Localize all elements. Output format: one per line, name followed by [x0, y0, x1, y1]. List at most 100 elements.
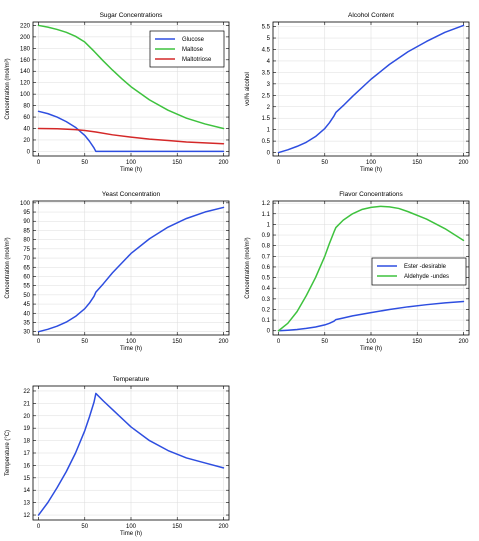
y-tick-label: 85 [23, 228, 30, 234]
series-line-aldehyde-undes [277, 205, 465, 332]
y-tick-label: 35 [23, 320, 30, 326]
chart-title: Alcohol Content [348, 12, 394, 19]
y-tick-label: 90 [23, 219, 30, 225]
x-tick-label: 0 [37, 160, 41, 166]
y-tick-label: 55 [23, 284, 30, 290]
legend: Glucose Maltose Maltotriose [149, 30, 225, 68]
y-tick-label: 15 [23, 476, 30, 482]
y-tick-label: 0.5 [262, 276, 271, 282]
chart-title: Temperature [113, 376, 150, 383]
y-tick-label: 120 [20, 81, 31, 87]
y-tick-label: 40 [23, 311, 30, 317]
y-tick-label: 40 [23, 127, 30, 133]
y-tick-label: 95 [23, 210, 30, 216]
x-axis-label: Time (h) [360, 346, 382, 352]
x-tick-label: 50 [81, 160, 88, 166]
y-tick-label: 0.3 [262, 297, 271, 303]
legend-entry: Maltotriose [182, 57, 212, 63]
chart-title: Flavor Concentrations [339, 191, 403, 198]
panel-flavor-concentrations: Flavor Concentrations d 05010015020000.1… [245, 191, 470, 352]
series-line-1 [37, 206, 225, 333]
y-tick-label: 2 [267, 105, 271, 111]
y-tick-label: 70 [23, 256, 30, 262]
y-axis-label: vol% alcohol [245, 72, 251, 106]
series-line-glucose [37, 110, 225, 153]
y-tick-label: 80 [23, 238, 30, 244]
legend-entry: Ester -desirable [404, 264, 447, 270]
y-tick-label: 0.6 [262, 265, 271, 271]
x-tick-label: 100 [366, 160, 377, 166]
y-tick-label: 1 [267, 128, 271, 134]
y-tick-label: 100 [20, 92, 31, 98]
y-tick-label: 2.5 [262, 93, 271, 99]
y-tick-label: 200 [20, 35, 31, 41]
y-tick-label: 17 [23, 451, 30, 457]
y-tick-label: 65 [23, 265, 30, 271]
x-tick-label: 100 [126, 160, 137, 166]
y-tick-label: 16 [23, 463, 30, 469]
x-tick-label: 150 [172, 339, 183, 345]
series-line-1 [37, 392, 225, 516]
series-lines [37, 206, 225, 333]
y-tick-label: 1.2 [262, 201, 271, 207]
y-tick-label: 14 [23, 488, 30, 494]
y-tick-label: 0.8 [262, 244, 271, 250]
y-tick-label: 3.5 [262, 70, 271, 76]
y-tick-label: 30 [23, 330, 30, 336]
x-tick-label: 150 [412, 160, 423, 166]
x-tick-label: 150 [172, 524, 183, 530]
x-tick-label: 50 [81, 339, 88, 345]
y-tick-label: 60 [23, 274, 30, 280]
panel-sugar-concentrations: Sugar Concentrations a 05010015020002040… [5, 12, 230, 173]
y-tick-label: 0.1 [262, 318, 271, 324]
series-line-maltotriose [37, 127, 225, 145]
y-tick-label: 0.4 [262, 286, 271, 292]
series-lines [37, 392, 225, 516]
y-tick-label: 13 [23, 501, 30, 507]
panel-temperature: Temperature e 05010015020012131415161718… [5, 376, 230, 537]
x-tick-label: 200 [218, 160, 229, 166]
panel-alcohol-content: Alcohol Content b 05010015020000.511.522… [245, 12, 470, 173]
y-tick-label: 45 [23, 302, 30, 308]
y-tick-label: 0.2 [262, 307, 271, 313]
y-axis-label: Concentration (mol/m³) [5, 58, 11, 119]
y-tick-label: 22 [23, 389, 30, 395]
x-tick-label: 200 [218, 524, 229, 530]
legend-entry: Maltose [182, 47, 204, 53]
y-tick-label: 20 [23, 138, 30, 144]
x-tick-label: 100 [126, 339, 137, 345]
y-tick-label: 12 [23, 513, 30, 519]
y-tick-label: 0.5 [262, 139, 271, 145]
y-axis-label: Concentration (mol/m³) [5, 237, 11, 298]
y-tick-label: 0.7 [262, 254, 271, 260]
legend-entry: Aldehyde -undes [404, 274, 449, 280]
x-tick-label: 150 [172, 160, 183, 166]
y-tick-label: 1.1 [262, 212, 271, 218]
x-tick-label: 50 [321, 160, 328, 166]
y-tick-label: 0.9 [262, 233, 271, 239]
y-axis-label: Concentration (mol/m³) [245, 237, 251, 298]
y-tick-label: 50 [23, 293, 30, 299]
y-tick-label: 20 [23, 414, 30, 420]
y-tick-label: 60 [23, 115, 30, 121]
series-line-maltose [37, 24, 225, 130]
y-tick-label: 19 [23, 426, 30, 432]
y-tick-label: 1 [267, 222, 271, 228]
x-tick-label: 0 [277, 339, 281, 345]
x-axis-label: Time (h) [360, 167, 382, 173]
y-tick-label: 160 [20, 58, 31, 64]
chart-title: Yeast Concentration [102, 191, 161, 198]
x-tick-label: 100 [366, 339, 377, 345]
x-tick-label: 200 [458, 339, 469, 345]
x-tick-label: 200 [458, 160, 469, 166]
y-tick-label: 3 [267, 82, 271, 88]
series-line-ester-desirable [277, 300, 465, 332]
x-tick-label: 150 [412, 339, 423, 345]
legend-box [371, 257, 467, 286]
x-tick-label: 200 [218, 339, 229, 345]
y-tick-label: 80 [23, 104, 30, 110]
x-tick-label: 100 [126, 524, 137, 530]
y-tick-label: 4.5 [262, 47, 271, 53]
y-tick-label: 4 [267, 59, 271, 65]
